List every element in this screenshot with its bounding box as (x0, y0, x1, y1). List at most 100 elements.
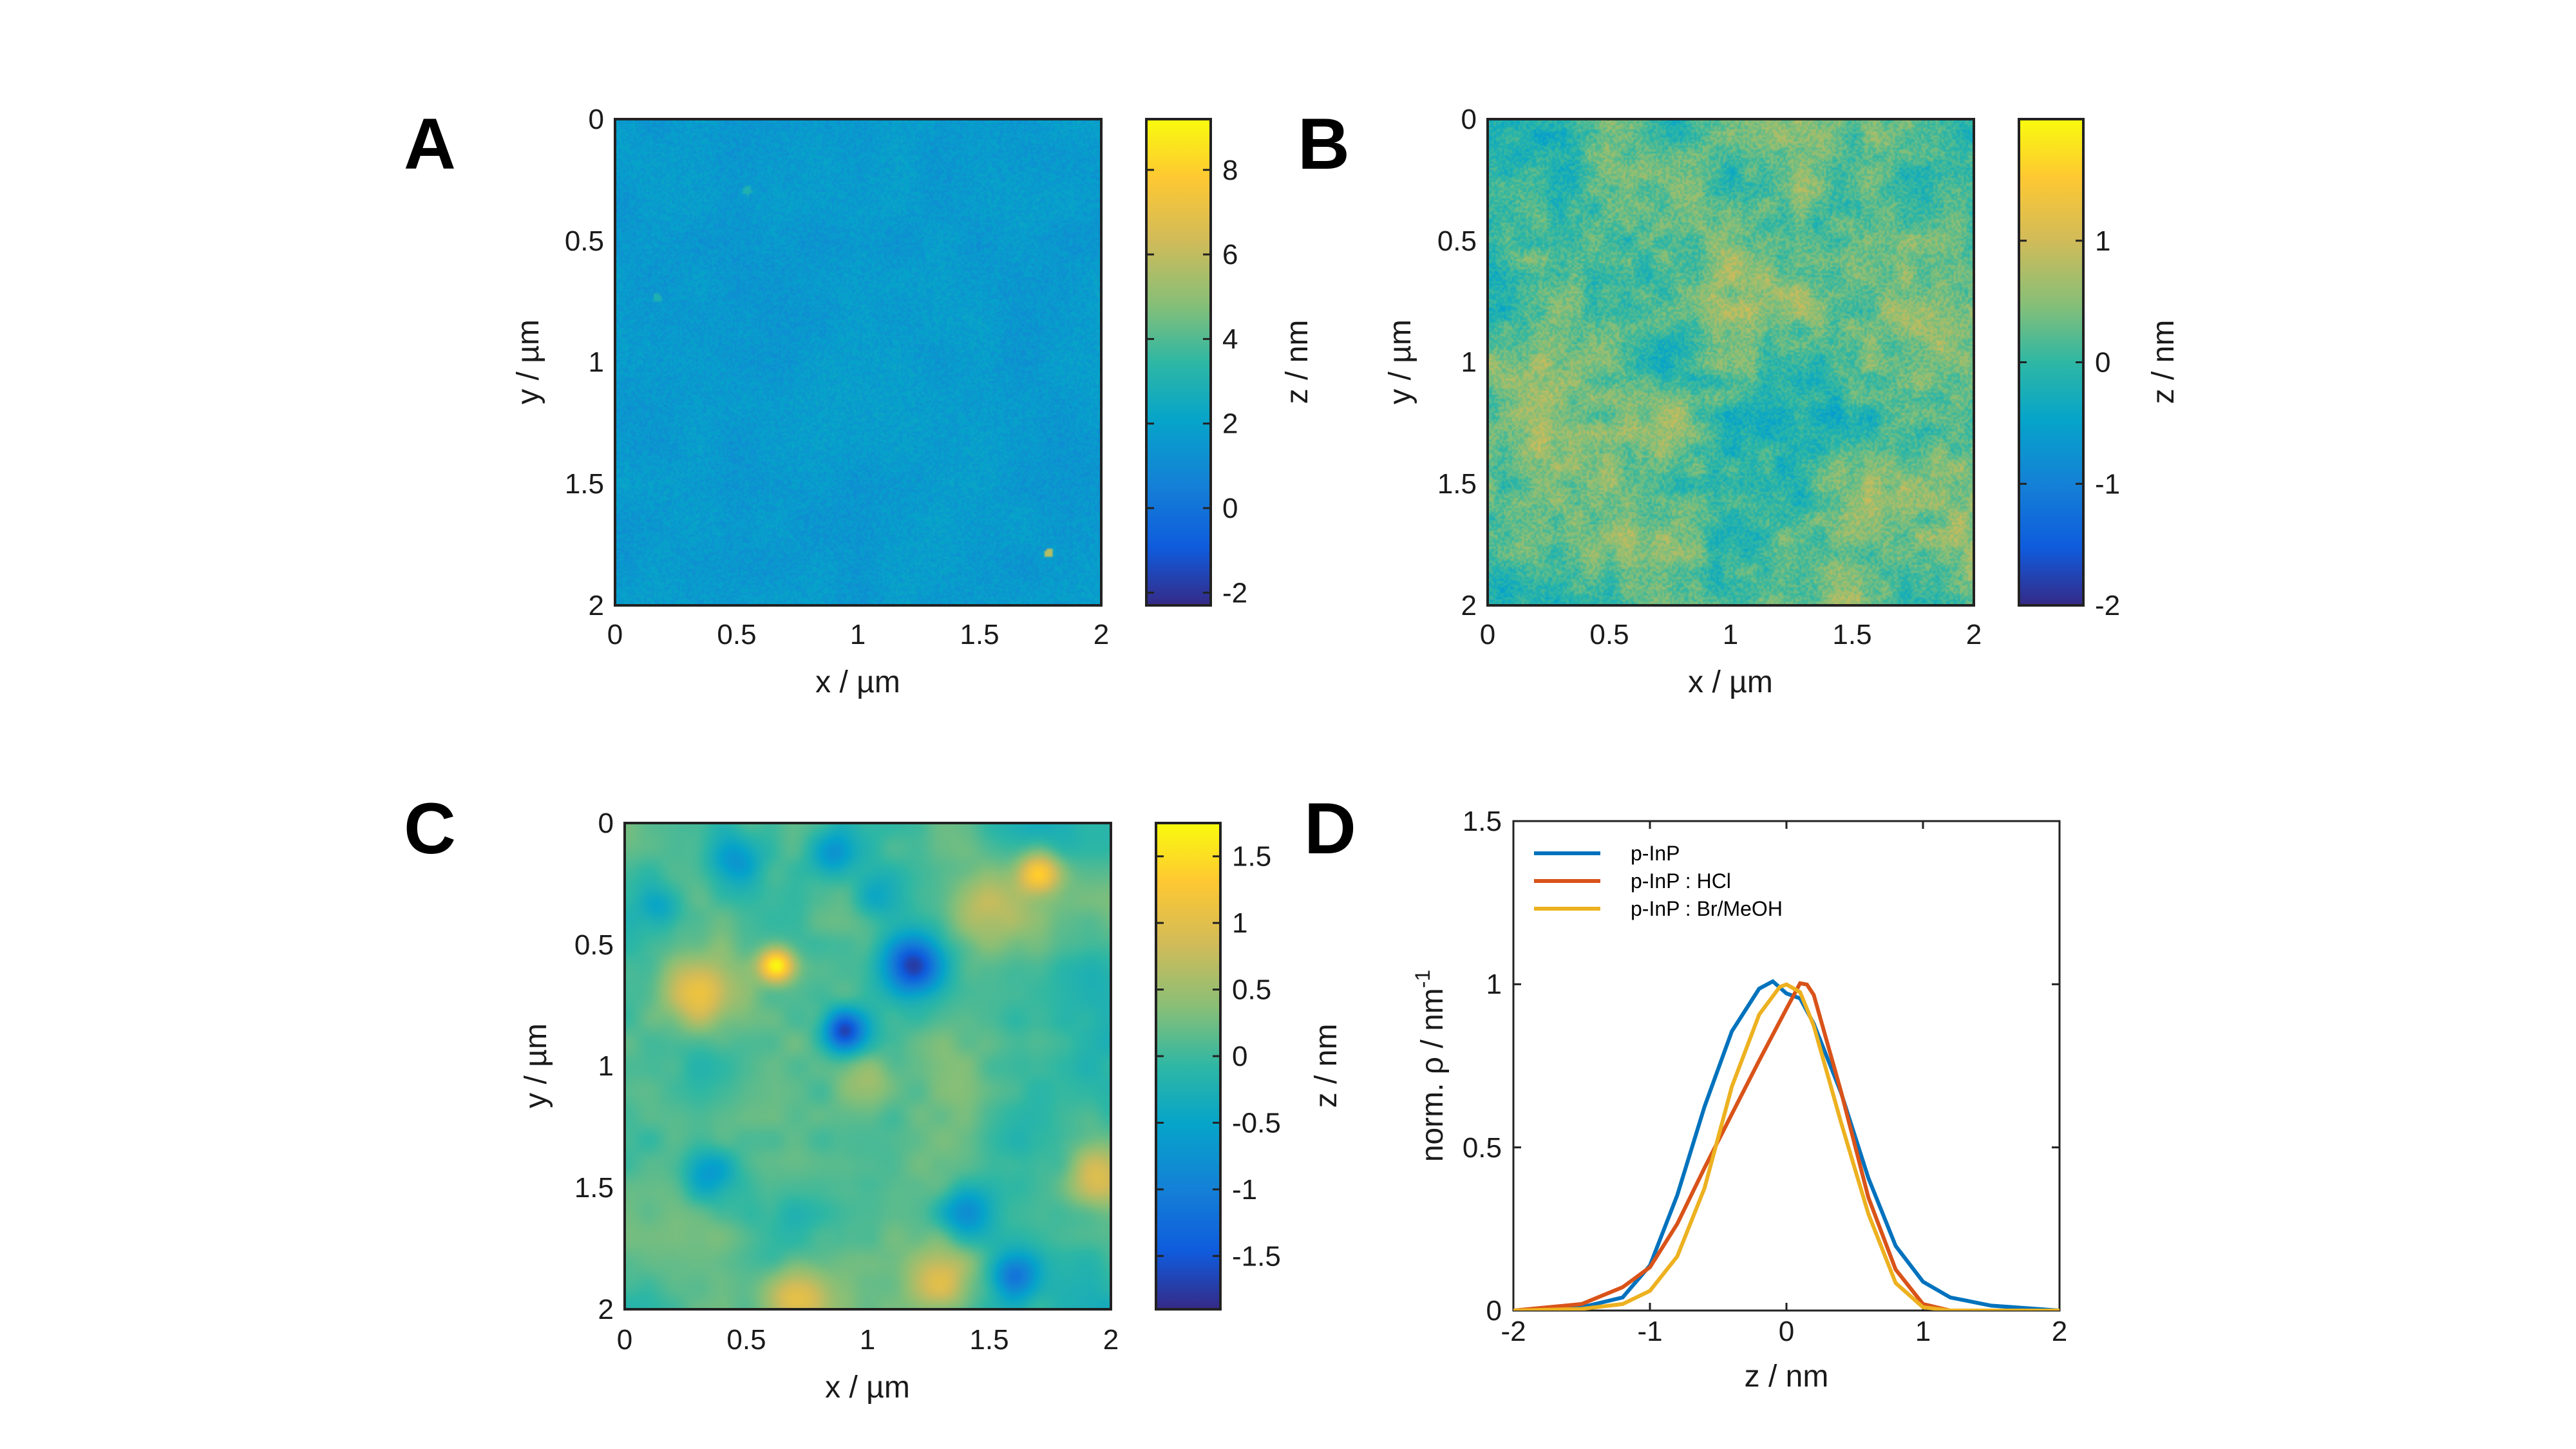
panel-d: -2 -1 0 1 2 0 0.5 1 1.5 z / nm norm. ρ /… (1411, 806, 2067, 1394)
colorbar-tick-label: 2 (1222, 408, 1238, 440)
x-ticks-d: -2 -1 0 1 2 (1501, 1316, 2067, 1347)
colorbar-label-b: z / nm (2146, 320, 2181, 404)
colorbar-tick-label: 8 (1222, 155, 1238, 186)
colorbar-tick-label: -2 (2095, 590, 2120, 621)
x-tick-label: 2 (1094, 619, 1109, 650)
heatmap-b-image (1488, 119, 1974, 605)
colorbar-tick-label: 1 (2095, 225, 2110, 257)
colorbar-tick-label: 1 (1232, 907, 1247, 939)
x-tick-label: 0 (1480, 619, 1495, 650)
y-tick-label: 0 (1486, 1295, 1502, 1327)
colorbar-tick-label: 6 (1222, 239, 1238, 270)
x-tick-label: 2 (2052, 1316, 2067, 1347)
panel-b: 0 0.5 1 1.5 2 0 0.5 1 1.5 2 x / µm y / µ… (1383, 104, 2181, 699)
y-tick-label: 2 (598, 1294, 614, 1325)
y-tick-label: 2 (1461, 590, 1477, 621)
x-tick-label: -1 (1637, 1316, 1662, 1347)
y-tick-label: 0.5 (565, 225, 604, 257)
colorbar-c (1155, 822, 1222, 1311)
x-tick-label: 0 (1779, 1316, 1794, 1347)
x-tick-label: 1.5 (1832, 619, 1871, 650)
x-tick-label: 0 (607, 619, 623, 650)
x-axis-label-c: x / µm (825, 1370, 910, 1405)
y-axis-label-d: norm. ρ / nm-1 (1411, 970, 1450, 1162)
legend-d: p-InP p-InP : HCl p-InP : Br/MeOH (1534, 842, 1783, 920)
y-tick-label: 0 (1461, 104, 1477, 135)
heatmap-a-image (615, 119, 1101, 605)
x-tick-label: 2 (1966, 619, 1982, 650)
x-tick-label: 1 (850, 619, 866, 650)
y-tick-label: 0 (598, 808, 614, 839)
y-tick-label: 1.5 (574, 1172, 614, 1204)
panel-letter-b: B (1298, 104, 1350, 184)
colorbar-b (2018, 118, 2085, 607)
colorbar-label-a: z / nm (1280, 320, 1314, 404)
x-tick-label: 0.5 (1589, 619, 1629, 650)
line-p-inp-br-meoh (1513, 982, 2060, 1311)
y-tick-label: 0.5 (574, 929, 614, 961)
colorbar-ticks-a: -2 0 2 4 6 8 (1146, 155, 1247, 609)
x-tick-label: 1 (1723, 619, 1738, 650)
colorbar-tick-label: 4 (1222, 323, 1238, 355)
y-tick-label: 0.5 (1463, 1132, 1502, 1164)
colorbar-tick-label: 0.5 (1232, 974, 1271, 1006)
colorbar-tick-label: 0 (1232, 1041, 1247, 1072)
plot-d-frame (1512, 820, 2061, 1312)
colorbar-tick-label: -1 (2095, 468, 2120, 500)
panel-c: 0 0.5 1 1.5 2 0 0.5 1 1.5 2 x / µm y / µ… (519, 808, 1343, 1405)
colorbar-label-c: z / nm (1309, 1024, 1343, 1108)
y-tick-label: 1 (589, 346, 604, 378)
x-axis-label-d: z / nm (1745, 1359, 1829, 1394)
y-tick-label: 1 (1461, 346, 1477, 378)
y-ticks-c: 0 0.5 1 1.5 2 (574, 808, 614, 1325)
x-ticks-b: 0 0.5 1 1.5 2 (1480, 619, 1982, 650)
colorbar-ticks-b: 1 0 -1 -2 (2019, 225, 2120, 621)
x-tick-label: 1.5 (969, 1324, 1009, 1356)
x-axis-label-b: x / µm (1688, 665, 1773, 699)
x-tick-label: 0.5 (717, 619, 756, 650)
panel-letter-c: C (404, 788, 456, 869)
x-tick-label: 1 (860, 1324, 875, 1356)
y-ticks-a: 0 0.5 1 1.5 2 (565, 104, 604, 621)
y-ticks-b: 0 0.5 1 1.5 2 (1437, 104, 1477, 621)
colorbar-tick-label: -2 (1222, 577, 1247, 609)
heatmap-a-frame (614, 118, 1103, 607)
colorbar-tick-label: -1 (1232, 1174, 1257, 1206)
line-p-inp-hcl (1513, 981, 2060, 1311)
colorbar-ticks-c: 1.5 1 0.5 0 -0.5 -1 -1.5 (1156, 841, 1281, 1272)
colorbar-tick-label: 1.5 (1232, 841, 1271, 873)
colorbar-tick-label: -1.5 (1232, 1240, 1281, 1272)
x-tick-label: 1 (1915, 1316, 1931, 1347)
heatmap-b-frame (1486, 118, 1975, 607)
y-axis-label-d-superscript: -1 (1411, 970, 1434, 988)
y-ticks-d: 0 0.5 1 1.5 (1463, 806, 1502, 1327)
y-axis-label-b: y / µm (1383, 319, 1417, 404)
panel-letter-a: A (404, 104, 456, 184)
y-axis-label-a: y / µm (511, 319, 545, 404)
panel-a: 0 0.5 1 1.5 2 0 0.5 1 1.5 2 x / µm y / µ… (511, 104, 1314, 699)
y-tick-label: 1 (1486, 969, 1502, 1000)
x-ticks-a: 0 0.5 1 1.5 2 (607, 619, 1109, 650)
colorbar-a (1145, 118, 1212, 607)
y-axis-label-d-text: norm. ρ / nm (1416, 988, 1450, 1162)
y-tick-label: 1 (598, 1050, 614, 1082)
y-tick-label: 1.5 (1463, 806, 1502, 837)
heatmap-c-image (625, 823, 1111, 1309)
y-tick-label: 0 (589, 104, 604, 135)
legend-label-p-inp: p-InP (1631, 842, 1680, 865)
y-axis-label-c: y / µm (519, 1023, 553, 1108)
legend-label-p-inp-br-meoh: p-InP : Br/MeOH (1631, 897, 1783, 920)
y-tick-label: 1.5 (1437, 468, 1477, 500)
x-tick-label: 0 (617, 1324, 632, 1356)
heatmap-c-frame (623, 822, 1112, 1311)
colorbar-tick-label: 0 (1222, 493, 1238, 524)
x-tick-label: -2 (1501, 1316, 1526, 1347)
panel-letter-d: D (1304, 788, 1356, 869)
x-tick-label: 2 (1103, 1324, 1119, 1356)
y-tick-label: 2 (589, 590, 604, 621)
x-tick-label: 0.5 (726, 1324, 766, 1356)
colorbar-tick-label: -0.5 (1232, 1107, 1281, 1139)
y-tick-label: 1.5 (565, 468, 604, 500)
x-axis-label-a: x / µm (815, 665, 900, 699)
